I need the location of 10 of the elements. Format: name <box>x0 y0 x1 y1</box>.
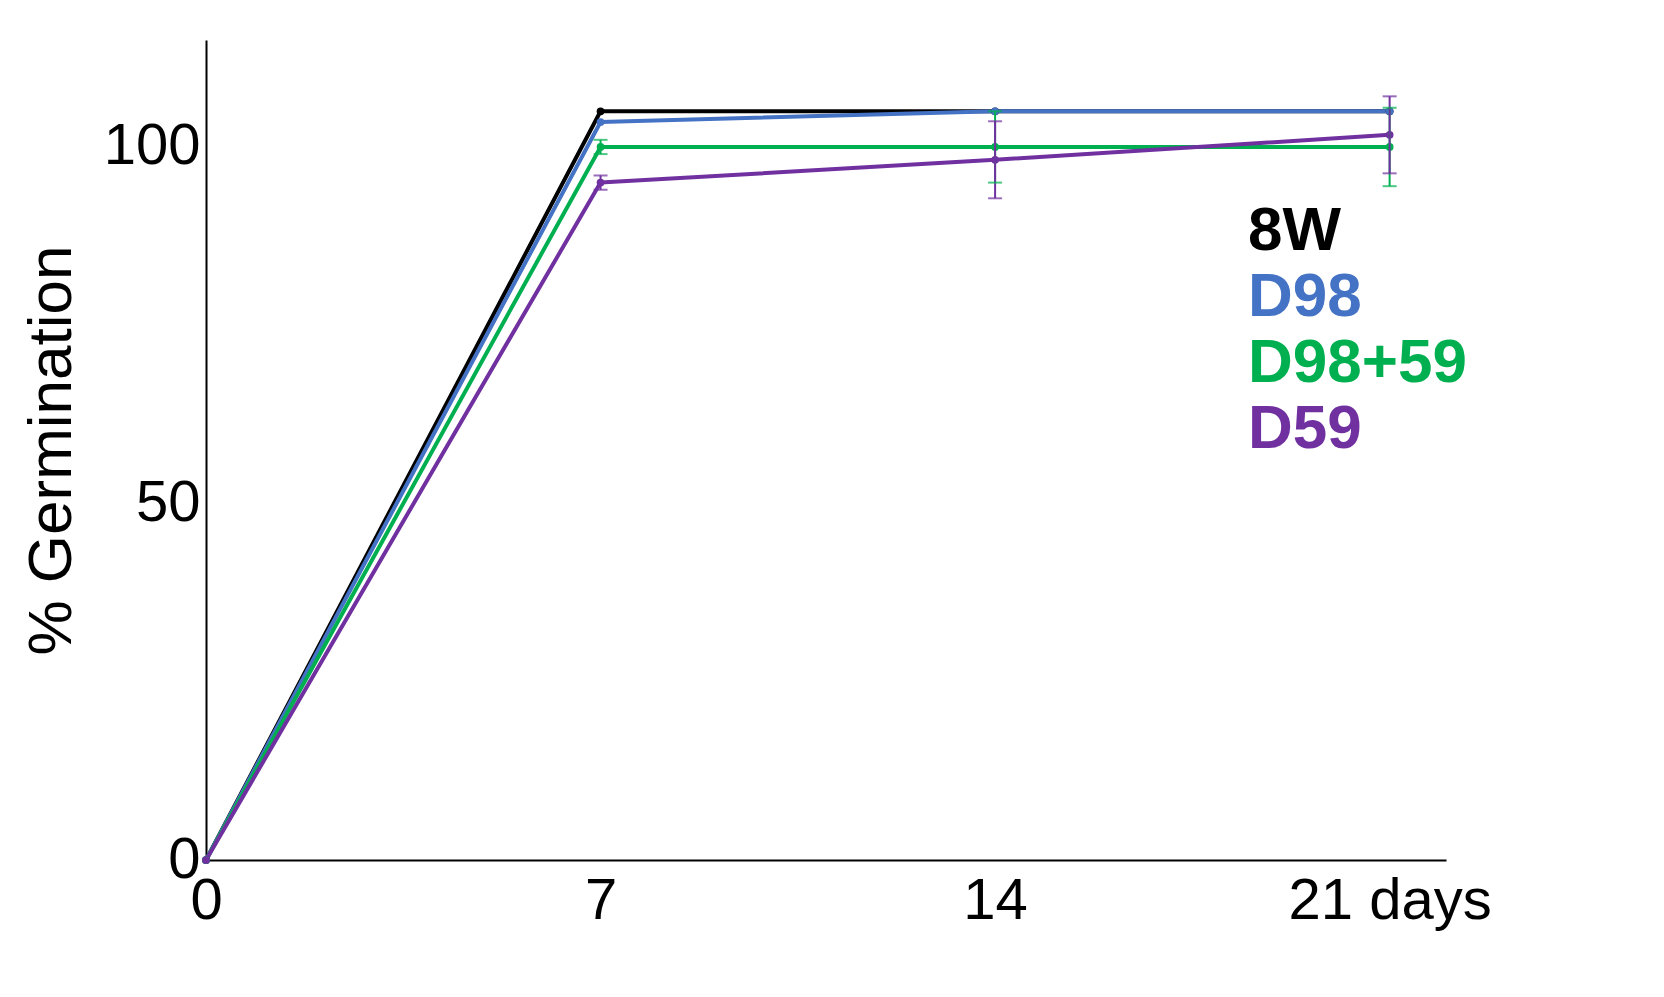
series-label: 8W <box>1248 194 1342 263</box>
text: D98+59 <box>1248 326 1467 395</box>
y-axis-title: % Germination <box>14 245 84 656</box>
y-tick-label: 50 <box>135 467 201 533</box>
x-tick-label: 14 <box>963 865 1028 931</box>
x-tick-label: 7 <box>584 865 618 931</box>
x-tick-label: 21 days <box>1288 865 1492 931</box>
y-tick-label: 100 <box>103 111 201 177</box>
text: D59 <box>1248 392 1362 461</box>
text: D98 <box>1248 260 1362 329</box>
